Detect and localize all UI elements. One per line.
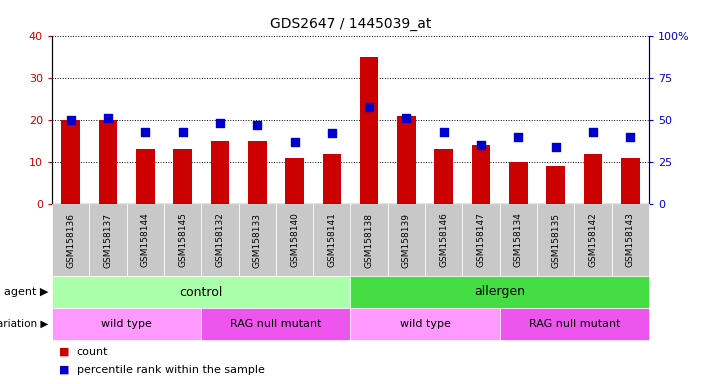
Text: GSM158134: GSM158134 [514, 213, 523, 267]
Text: GSM158146: GSM158146 [440, 213, 448, 267]
Text: count: count [76, 347, 108, 357]
Text: GSM158139: GSM158139 [402, 212, 411, 268]
Text: wild type: wild type [400, 319, 451, 329]
Bar [546, 166, 565, 204]
Text: GSM158145: GSM158145 [178, 213, 187, 267]
Text: allergen: allergen [475, 285, 525, 298]
Bar [584, 154, 602, 204]
Text: genotype/variation ▶: genotype/variation ▶ [0, 319, 48, 329]
Bar [61, 120, 80, 204]
Point [625, 134, 636, 140]
Point [139, 129, 151, 135]
Point [177, 129, 188, 135]
Text: GSM158133: GSM158133 [253, 212, 261, 268]
Point [475, 142, 486, 148]
Bar [435, 149, 453, 204]
Text: percentile rank within the sample: percentile rank within the sample [76, 365, 264, 375]
Text: GSM158136: GSM158136 [66, 212, 75, 268]
Bar [322, 154, 341, 204]
Text: control: control [179, 285, 223, 298]
Text: GSM158137: GSM158137 [104, 212, 112, 268]
Point [513, 134, 524, 140]
Point [401, 115, 412, 121]
Text: agent ▶: agent ▶ [4, 287, 48, 297]
Text: GSM158141: GSM158141 [327, 213, 336, 267]
Text: GDS2647 / 1445039_at: GDS2647 / 1445039_at [270, 17, 431, 31]
Text: ■: ■ [59, 365, 69, 375]
Text: GSM158143: GSM158143 [626, 213, 635, 267]
Text: wild type: wild type [101, 319, 152, 329]
Text: ■: ■ [59, 347, 69, 357]
Bar [173, 149, 192, 204]
Bar [248, 141, 266, 204]
Text: GSM158144: GSM158144 [141, 213, 150, 267]
Bar [621, 158, 640, 204]
Text: RAG null mutant: RAG null mutant [230, 319, 322, 329]
Bar [285, 158, 304, 204]
Text: GSM158138: GSM158138 [365, 212, 374, 268]
Point [438, 129, 449, 135]
Text: GSM158135: GSM158135 [551, 212, 560, 268]
Bar [397, 116, 416, 204]
Bar [99, 120, 117, 204]
Point [65, 117, 76, 123]
Point [289, 139, 300, 145]
Point [252, 122, 263, 128]
Text: GSM158132: GSM158132 [215, 213, 224, 267]
Point [364, 104, 375, 110]
Bar [210, 141, 229, 204]
Text: GSM158147: GSM158147 [477, 213, 486, 267]
Point [326, 131, 337, 137]
Bar [360, 57, 379, 204]
Text: GSM158142: GSM158142 [589, 213, 597, 267]
Point [102, 115, 114, 121]
Text: RAG null mutant: RAG null mutant [529, 319, 620, 329]
Text: GSM158140: GSM158140 [290, 213, 299, 267]
Point [587, 129, 599, 135]
Bar [136, 149, 155, 204]
Bar [509, 162, 528, 204]
Point [215, 120, 226, 126]
Bar [472, 145, 491, 204]
Point [550, 144, 562, 150]
